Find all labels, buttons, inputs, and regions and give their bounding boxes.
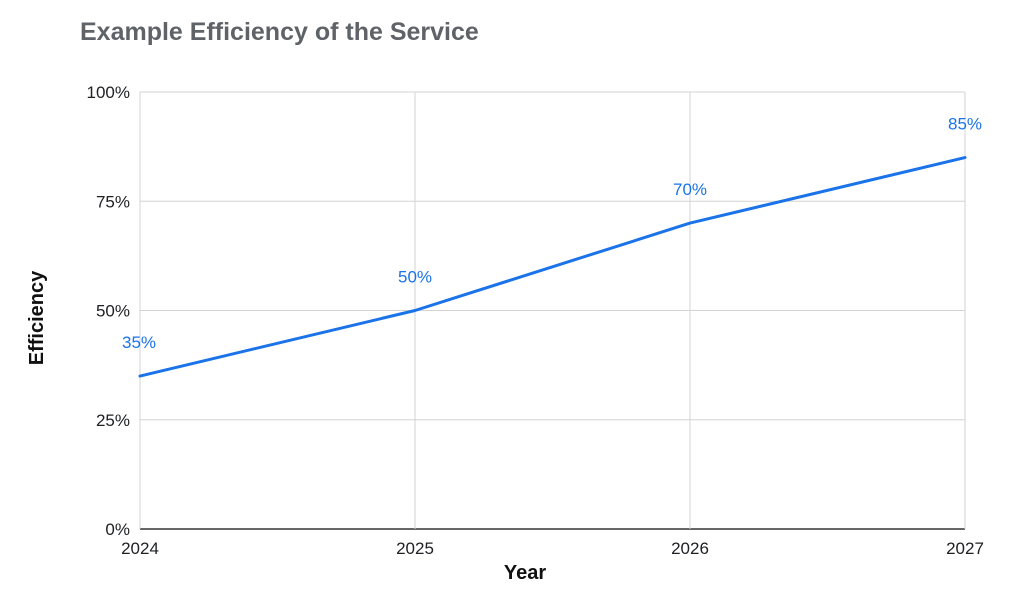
y-tick-label: 100% <box>87 83 130 102</box>
y-axis-ticks: 0% 25% 50% 75% 100% <box>87 83 130 539</box>
x-tick-label: 2025 <box>396 539 434 558</box>
series-line <box>138 156 967 378</box>
data-label: 50% <box>398 268 432 287</box>
x-axis-ticks: 2024 2025 2026 2027 <box>121 539 984 558</box>
series-group <box>138 156 967 378</box>
x-tick-label: 2027 <box>946 539 984 558</box>
x-tick-label: 2026 <box>671 539 709 558</box>
y-tick-label: 75% <box>96 192 130 211</box>
y-tick-label: 25% <box>96 411 130 430</box>
data-label: 70% <box>673 180 707 199</box>
data-label: 35% <box>122 333 156 352</box>
grid-lines <box>139 91 966 530</box>
data-labels: 35% 50% 70% 85% <box>122 115 982 352</box>
y-tick-label: 50% <box>96 302 130 321</box>
chart-title: Example Efficiency of the Service <box>80 18 479 46</box>
data-label: 85% <box>948 115 982 134</box>
x-tick-label: 2024 <box>121 539 159 558</box>
x-axis-title: Year <box>504 562 546 584</box>
y-axis-title: Efficiency <box>26 270 48 365</box>
y-tick-label: 0% <box>105 520 130 539</box>
